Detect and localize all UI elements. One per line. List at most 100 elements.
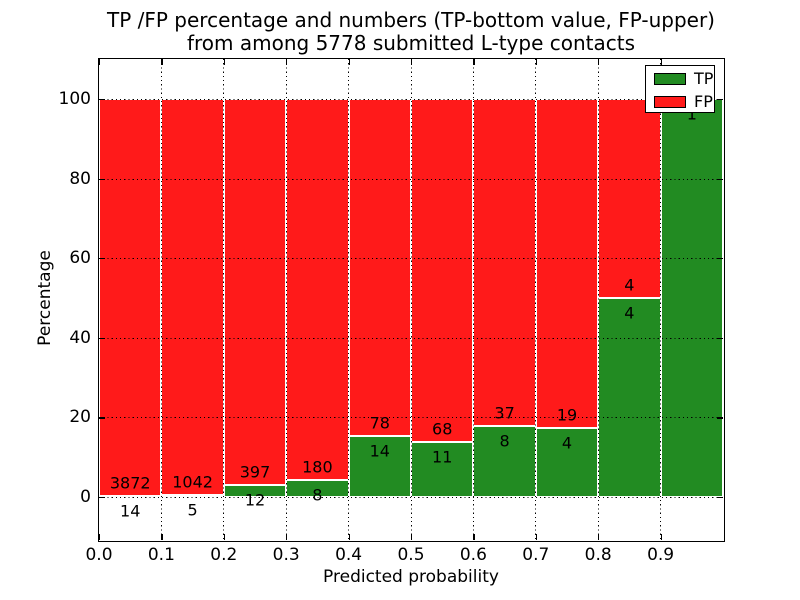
- legend: TP FP: [645, 65, 715, 113]
- x-tick-label: 0.9: [647, 545, 675, 565]
- tp-count-label: 1: [686, 104, 697, 124]
- fp-count-label: 180: [302, 457, 333, 477]
- fp-count-label: 1042: [172, 472, 213, 492]
- y-tick-mark: [99, 497, 105, 499]
- x-tick-mark: [535, 534, 538, 540]
- gridline-vertical: [348, 59, 350, 540]
- y-tick-label: 60: [69, 248, 91, 269]
- x-tick-label: 0.0: [85, 545, 113, 565]
- gridline-vertical: [597, 59, 599, 540]
- gridline-horizontal: [99, 337, 723, 339]
- y-tick-label: 0: [80, 487, 91, 507]
- tp-count-label: 14: [120, 501, 141, 521]
- y-tick-mark: [99, 417, 105, 419]
- x-tick-mark: [411, 59, 413, 65]
- gridline-vertical: [410, 59, 412, 540]
- x-tick-mark: [473, 59, 475, 65]
- fp-count-label: 37: [494, 403, 515, 423]
- gridline-vertical: [535, 59, 537, 540]
- x-axis-label: Predicted probability: [323, 567, 499, 587]
- tp-bar-segment: [473, 426, 536, 497]
- tp-bar-segment: [535, 427, 599, 497]
- tp-count-label: 8: [499, 431, 510, 451]
- y-tick-mark: [717, 417, 723, 419]
- x-tick-mark: [660, 534, 662, 540]
- tp-bar-segment: [411, 441, 474, 497]
- x-tick-label: 0.8: [584, 545, 612, 565]
- x-tick-mark: [598, 59, 600, 65]
- fp-bar-segment: [161, 99, 224, 496]
- fp-bar-segment: [99, 99, 162, 496]
- legend-swatch-fp: [654, 95, 686, 108]
- x-tick-label: 0.4: [335, 545, 363, 565]
- gridline-horizontal: [99, 417, 723, 419]
- gridline-vertical: [472, 59, 474, 540]
- fp-count-label: 3872: [109, 473, 151, 493]
- gridline-vertical: [223, 59, 225, 540]
- x-tick-mark: [411, 534, 413, 540]
- y-tick-label: 100: [58, 89, 91, 109]
- x-tick-mark: [348, 59, 350, 65]
- tp-count-label: 4: [624, 303, 635, 323]
- tp-count-label: 14: [369, 441, 390, 461]
- x-tick-label: 0.3: [272, 545, 300, 565]
- tp-bar-segment: [598, 298, 661, 497]
- gridline-vertical: [285, 59, 287, 540]
- tp-bar-segment: [223, 485, 287, 497]
- figure-title-line2: from among 5778 submitted L-type contact…: [186, 31, 636, 55]
- y-tick-mark: [717, 258, 723, 260]
- y-tick-mark: [99, 99, 105, 101]
- x-tick-mark: [535, 59, 538, 65]
- fp-bar-segment: [411, 99, 474, 442]
- tp-count-label: 11: [432, 447, 453, 467]
- x-tick-label: 0.5: [397, 545, 425, 565]
- y-tick-label: 80: [69, 168, 91, 189]
- x-tick-mark: [348, 534, 350, 540]
- y-tick-mark: [717, 337, 723, 340]
- figure-title: TP /FP percentage and numbers (TP-bottom…: [99, 9, 723, 55]
- tp-count-label: 4: [561, 433, 573, 453]
- fp-bar-segment: [223, 99, 287, 486]
- fp-count-label: 68: [432, 419, 453, 439]
- figure-title-line1: TP /FP percentage and numbers (TP-bottom…: [107, 8, 715, 32]
- fp-count-label: 4: [624, 275, 635, 295]
- fp-count-label: 397: [239, 462, 271, 482]
- y-tick-mark: [717, 497, 723, 499]
- legend-label-fp: FP: [694, 92, 713, 111]
- gridline-horizontal: [99, 497, 723, 498]
- legend-item-tp: TP: [646, 68, 714, 89]
- fp-count-label: 78: [369, 413, 390, 433]
- gridline-horizontal: [99, 258, 723, 260]
- tp-count-label: 8: [312, 485, 323, 505]
- gridline-horizontal: [99, 178, 723, 180]
- x-tick-label: 0.2: [210, 545, 238, 565]
- x-tick-mark: [598, 534, 600, 540]
- fp-bar-segment: [286, 99, 349, 481]
- legend-swatch-tp: [654, 72, 686, 85]
- fp-bar-segment: [535, 99, 599, 428]
- x-tick-label: 0.1: [147, 545, 175, 565]
- tp-bar-segment: [161, 495, 224, 498]
- y-tick-label: 20: [69, 407, 91, 428]
- legend-label-tp: TP: [694, 69, 714, 88]
- y-tick-label: 40: [69, 327, 91, 348]
- y-tick-mark: [717, 99, 723, 101]
- y-tick-mark: [99, 258, 105, 260]
- gridline-vertical: [160, 59, 162, 540]
- x-tick-mark: [286, 534, 288, 540]
- fp-bar-segment: [473, 99, 536, 427]
- tp-count-label: 12: [244, 490, 266, 510]
- x-tick-mark: [99, 534, 101, 540]
- x-tick-mark: [99, 59, 101, 65]
- x-tick-label: 0.7: [522, 545, 550, 565]
- tp-count-label: 5: [187, 500, 198, 520]
- y-tick-mark: [99, 178, 105, 180]
- tp-bar-segment: [660, 99, 723, 497]
- x-tick-mark: [223, 534, 226, 540]
- tp-bar-segment: [286, 480, 349, 497]
- x-tick-mark: [473, 534, 475, 540]
- x-tick-mark: [161, 534, 163, 540]
- x-tick-label: 0.6: [459, 545, 487, 565]
- x-tick-mark: [286, 59, 288, 65]
